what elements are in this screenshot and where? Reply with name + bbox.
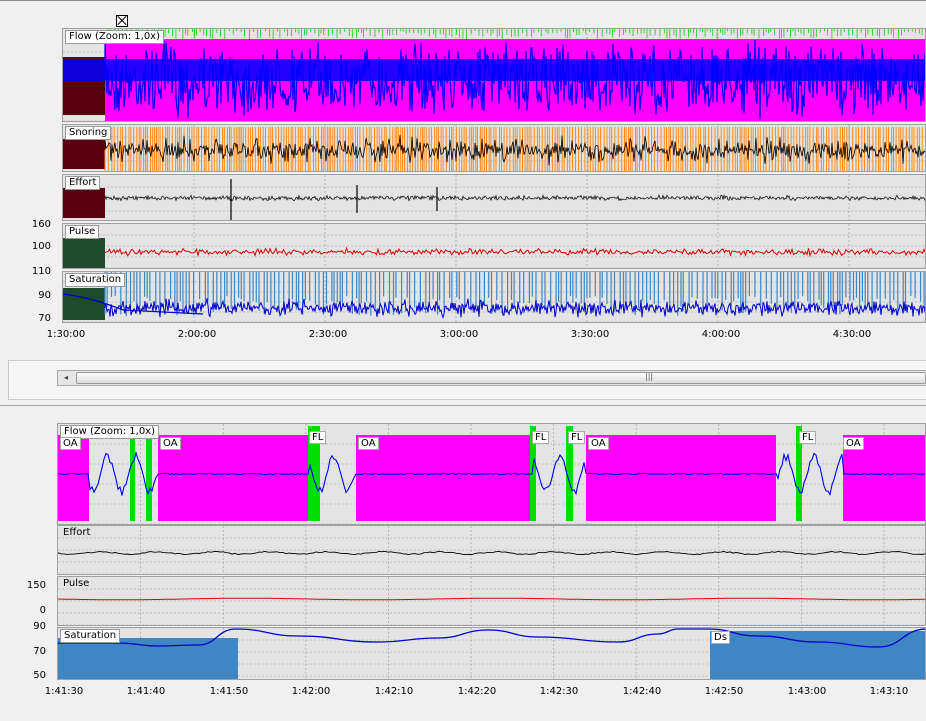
overview-flow-label: Flow (Zoom: 1,0x) — [65, 30, 165, 44]
overview-pulse-tick-160: 160 — [31, 219, 51, 230]
overview-time-tick: 2:30:00 — [308, 329, 348, 340]
overview-time-tick: 4:00:00 — [701, 329, 741, 340]
overview-time-tick: 4:30:00 — [832, 329, 872, 340]
detail-pulse-tick-0: 0 — [39, 605, 46, 616]
detail-effort-graph — [58, 526, 925, 574]
detail-effort-channel[interactable]: Effort — [57, 525, 926, 575]
overview-pulse-tick-100: 100 — [31, 241, 51, 252]
overview-flow-channel[interactable]: Flow (Zoom: 1,0x) — [62, 28, 926, 122]
overview-snoring-label: Snoring — [65, 126, 112, 140]
event-label-fl: FL — [309, 431, 327, 444]
detail-pulse-label: Pulse — [63, 578, 90, 589]
event-label-oa: OA — [60, 437, 81, 450]
detail-pane: Flow (Zoom: 1,0x) OA OA FL OA FL FL OA F… — [0, 405, 926, 721]
overview-time-tick: 2:00:00 — [177, 329, 217, 340]
scroll-thumb[interactable]: ||| — [76, 372, 926, 384]
scroll-panel: ◂ ||| — [8, 360, 926, 400]
event-label-fl: FL — [532, 431, 550, 444]
event-label-fl: FL — [568, 431, 586, 444]
overview-saturation-tick-110: 110 — [31, 266, 51, 277]
overview-pulse-channel[interactable]: Pulse — [62, 223, 926, 269]
detail-saturation-channel[interactable]: Saturation Ds — [57, 627, 926, 680]
close-icon[interactable] — [116, 15, 128, 27]
detail-time-tick: 1:41:50 — [209, 686, 249, 697]
event-label-fl: FL — [799, 431, 817, 444]
detail-time-tick: 1:43:10 — [869, 686, 909, 697]
detail-time-tick: 1:42:00 — [291, 686, 331, 697]
detail-time-tick: 1:42:10 — [374, 686, 414, 697]
scroll-left-arrow-icon[interactable]: ◂ — [63, 373, 68, 382]
overview-pulse-label: Pulse — [65, 225, 100, 239]
overview-snoring-graph — [63, 125, 925, 171]
event-label-oa: OA — [160, 437, 181, 450]
detail-saturation-tick-90: 90 — [33, 621, 46, 632]
overview-time-tick: 1:30:00 — [46, 329, 86, 340]
overview-saturation-tick-90: 90 — [38, 290, 51, 301]
overview-saturation-tick-70: 70 — [38, 313, 51, 324]
detail-pulse-graph — [58, 577, 925, 625]
detail-flow-label: Flow (Zoom: 1,0x) — [60, 425, 160, 439]
detail-saturation-label: Saturation — [60, 629, 121, 643]
detail-time-tick: 1:41:40 — [126, 686, 166, 697]
detail-pulse-tick-150: 150 — [26, 580, 46, 591]
overview-saturation-graph — [63, 272, 925, 322]
detail-flow-graph — [58, 424, 925, 524]
detail-flow-channel[interactable]: Flow (Zoom: 1,0x) OA OA FL OA FL FL OA F… — [57, 423, 926, 525]
overview-saturation-channel[interactable]: Saturation — [62, 271, 926, 323]
overview-snoring-channel[interactable]: Snoring — [62, 124, 926, 172]
event-label-oa: OA — [358, 437, 379, 450]
detail-time-tick: 1:41:30 — [44, 686, 84, 697]
detail-time-tick: 1:43:00 — [787, 686, 827, 697]
detail-saturation-tick-50: 50 — [33, 670, 46, 681]
overview-time-tick: 3:30:00 — [570, 329, 610, 340]
overview-time-tick: 3:00:00 — [439, 329, 479, 340]
event-label-oa: OA — [588, 437, 609, 450]
event-label-ds: Ds — [711, 631, 730, 644]
overview-effort-graph — [63, 175, 925, 220]
detail-pulse-channel[interactable]: Pulse — [57, 576, 926, 626]
detail-time-tick: 1:42:30 — [539, 686, 579, 697]
detail-effort-label: Effort — [63, 527, 91, 538]
horizontal-scrollbar[interactable]: ◂ ||| — [57, 370, 926, 386]
overview-effort-channel[interactable]: Effort — [62, 174, 926, 221]
event-label-oa: OA — [843, 437, 864, 450]
detail-time-tick: 1:42:40 — [622, 686, 662, 697]
overview-pane: Flow (Zoom: 1,0x) Snoring Effort Pulse 1… — [0, 0, 926, 351]
detail-time-tick: 1:42:20 — [457, 686, 497, 697]
overview-pulse-graph — [63, 224, 925, 268]
detail-saturation-tick-70: 70 — [33, 646, 46, 657]
overview-saturation-label: Saturation — [65, 273, 126, 287]
overview-effort-label: Effort — [65, 176, 101, 190]
overview-flow-graph — [63, 29, 925, 121]
detail-time-tick: 1:42:50 — [704, 686, 744, 697]
grip-icon: ||| — [645, 372, 654, 381]
detail-saturation-graph — [58, 628, 925, 679]
